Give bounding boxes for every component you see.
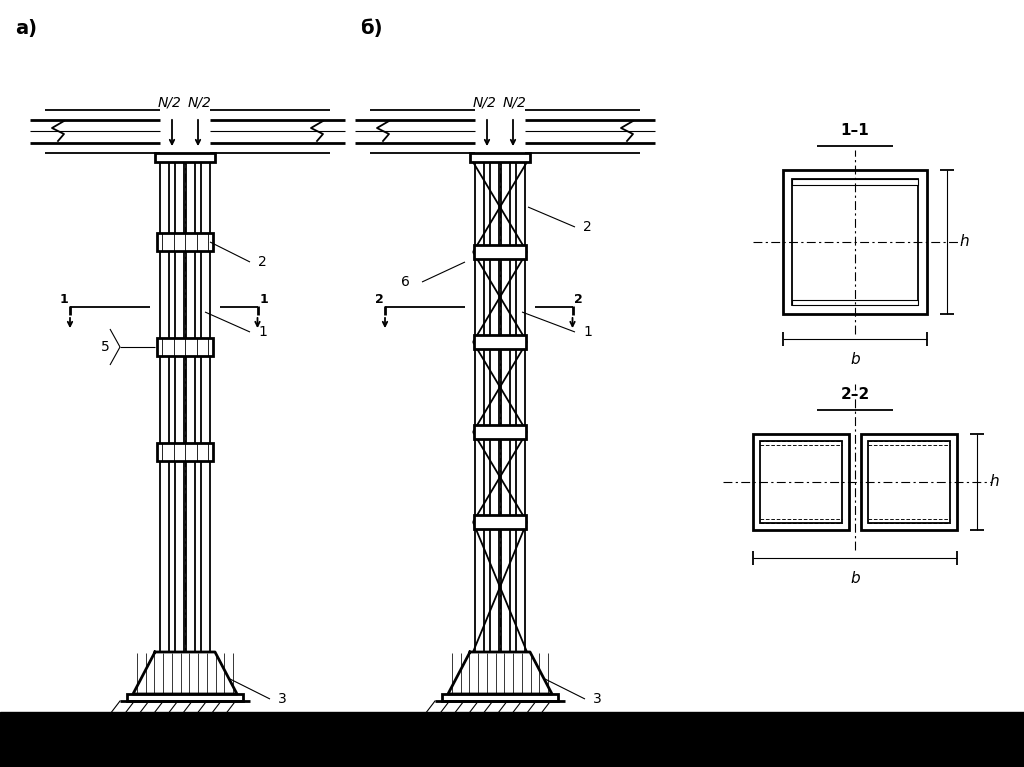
Text: h: h — [959, 235, 969, 249]
Text: 2: 2 — [258, 255, 266, 269]
Bar — [474, 515, 526, 529]
Text: N/2: N/2 — [503, 96, 527, 110]
Text: 1: 1 — [258, 325, 267, 339]
Bar — [442, 694, 558, 701]
Bar — [753, 434, 849, 530]
Polygon shape — [449, 652, 552, 694]
Text: 3: 3 — [278, 692, 287, 706]
Text: h: h — [989, 475, 998, 489]
Text: N/2: N/2 — [473, 96, 497, 110]
Bar — [783, 170, 927, 314]
Bar — [127, 694, 243, 701]
Text: 1: 1 — [259, 293, 268, 306]
Bar — [470, 153, 530, 162]
Bar — [792, 179, 918, 305]
Text: 4: 4 — [283, 725, 292, 739]
Bar — [155, 153, 215, 162]
Bar — [157, 233, 213, 251]
Text: а): а) — [15, 19, 37, 38]
Text: 4: 4 — [598, 725, 607, 739]
Bar — [157, 443, 213, 461]
Text: 1: 1 — [583, 325, 592, 339]
Text: 1–1: 1–1 — [841, 123, 869, 138]
Bar — [868, 441, 950, 523]
Bar — [792, 299, 918, 305]
Text: 2: 2 — [375, 293, 383, 306]
Bar — [861, 434, 957, 530]
Text: 1: 1 — [59, 293, 69, 306]
Text: b: b — [850, 571, 860, 586]
Bar — [474, 335, 526, 349]
Text: 2: 2 — [574, 293, 583, 306]
Text: N/2: N/2 — [158, 96, 182, 110]
Bar — [760, 441, 842, 523]
Text: b: b — [850, 352, 860, 367]
Text: 3: 3 — [593, 692, 602, 706]
Bar — [157, 338, 213, 356]
Text: 5: 5 — [101, 340, 110, 354]
Polygon shape — [133, 652, 237, 694]
Text: 6: 6 — [401, 275, 410, 289]
Text: 2: 2 — [583, 220, 592, 234]
Text: 2–2: 2–2 — [841, 387, 869, 402]
Bar — [474, 425, 526, 439]
Bar — [792, 179, 918, 185]
Bar — [474, 245, 526, 259]
Text: N/2: N/2 — [188, 96, 212, 110]
Text: б): б) — [360, 19, 383, 38]
Bar — [0, 712, 1024, 767]
